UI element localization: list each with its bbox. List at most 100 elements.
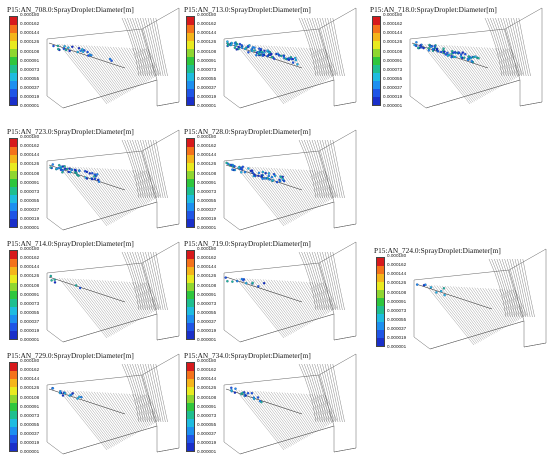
droplet-marker bbox=[74, 284, 78, 287]
colorbar-segment bbox=[187, 49, 194, 57]
droplet-marker bbox=[226, 279, 229, 283]
droplet-marker bbox=[266, 176, 269, 180]
colorbar-segment bbox=[373, 17, 380, 25]
colorbar-tick-label: 0.000126 bbox=[383, 39, 403, 45]
panel-title: P15:AN_718.0:SprayDroplet:Diameter[m] bbox=[370, 5, 497, 14]
chamber-geometry bbox=[223, 7, 357, 109]
droplet-marker bbox=[272, 172, 276, 176]
droplet-marker bbox=[246, 45, 250, 48]
colorbar-tick-label: 0.000108 bbox=[20, 48, 40, 54]
colorbar-ticks: 0.000180 0.000162 0.000144 0.000126 0.000108… bbox=[20, 358, 40, 455]
droplet-marker bbox=[264, 171, 267, 175]
droplet-marker bbox=[68, 49, 71, 53]
colorbar-tick-label: 0.000162 bbox=[197, 367, 217, 373]
droplet-marker bbox=[61, 171, 64, 174]
colorbar-segment bbox=[10, 147, 17, 155]
droplet-marker bbox=[277, 54, 281, 57]
colorbar bbox=[186, 362, 195, 452]
colorbar bbox=[186, 250, 195, 340]
droplet-marker bbox=[413, 43, 416, 47]
spray-panel: P15:AN_714.0:SprayDroplet:Diameter[m] 0.0… bbox=[7, 239, 187, 355]
droplet-marker bbox=[282, 179, 286, 183]
colorbar-segment bbox=[187, 25, 194, 33]
colorbar-tick-label: 0.000091 bbox=[20, 291, 40, 297]
colorbar-tick-label: 0.000108 bbox=[20, 170, 40, 176]
colorbar-segment bbox=[377, 274, 384, 282]
colorbar-segment bbox=[10, 427, 17, 435]
colorbar-tick-label: 0.000091 bbox=[197, 291, 217, 297]
colorbar-segment bbox=[10, 419, 17, 427]
droplet-marker bbox=[435, 291, 438, 294]
chamber-geometry bbox=[409, 7, 543, 109]
droplet-marker bbox=[417, 46, 420, 49]
droplet-marker bbox=[281, 177, 285, 181]
colorbar-tick-label: 0.000180 bbox=[197, 358, 217, 363]
droplet-marker bbox=[233, 41, 237, 45]
colorbar-tick-label: 0.000019 bbox=[20, 328, 40, 334]
droplet-marker bbox=[260, 50, 263, 53]
colorbar-tick-label: 0.000037 bbox=[197, 431, 217, 437]
droplet-marker bbox=[93, 177, 97, 181]
spray-panel: P15:AN_713.0:SprayDroplet:Diameter[m] 0.0… bbox=[184, 5, 364, 121]
droplet-marker bbox=[78, 169, 81, 173]
colorbar-tick-label: 0.000037 bbox=[197, 207, 217, 213]
colorbar-tick-label: 0.000108 bbox=[387, 289, 407, 295]
panel-title: P15:AN_728.0:SprayDroplet:Diameter[m] bbox=[184, 127, 311, 136]
droplet-marker bbox=[257, 171, 261, 175]
colorbar-segment bbox=[187, 331, 194, 339]
droplet-marker bbox=[88, 172, 92, 175]
droplet-marker bbox=[262, 281, 266, 285]
colorbar-segment bbox=[377, 282, 384, 290]
colorbar-tick-label: 0.000144 bbox=[383, 30, 403, 36]
droplet-marker bbox=[270, 55, 274, 59]
droplet-marker bbox=[427, 49, 431, 52]
droplet-marker bbox=[291, 61, 295, 64]
colorbar-tick-label: 0.000073 bbox=[383, 66, 403, 72]
colorbar-ticks: 0.000180 0.000162 0.000144 0.000126 0.000108… bbox=[387, 253, 407, 350]
droplet-cloud bbox=[413, 41, 480, 64]
droplet-marker bbox=[263, 177, 267, 180]
droplet-marker bbox=[87, 54, 90, 57]
colorbar-segment bbox=[187, 403, 194, 411]
colorbar-segment bbox=[373, 81, 380, 89]
colorbar-tick-label: 0.000037 bbox=[387, 326, 407, 332]
droplet-marker bbox=[429, 45, 433, 48]
droplet-marker bbox=[263, 51, 266, 54]
droplet-marker bbox=[67, 46, 70, 49]
droplet-marker bbox=[244, 281, 248, 285]
droplet-marker bbox=[273, 174, 277, 178]
colorbar-tick-label: 0.000019 bbox=[383, 94, 403, 100]
colorbar-segment bbox=[187, 387, 194, 395]
colorbar-tick-label: 0.000180 bbox=[387, 253, 407, 258]
droplet-marker bbox=[477, 56, 480, 60]
droplet-cloud bbox=[51, 386, 83, 400]
chamber-geometry bbox=[46, 129, 180, 231]
colorbar-tick-label: 0.000180 bbox=[20, 358, 40, 363]
droplet-marker bbox=[230, 388, 233, 392]
droplet-marker bbox=[439, 289, 443, 293]
droplet-marker bbox=[294, 56, 297, 60]
droplet-marker bbox=[68, 167, 71, 170]
chamber-geometry bbox=[46, 7, 180, 109]
colorbar-segment bbox=[187, 267, 194, 275]
droplet-marker bbox=[267, 51, 271, 54]
panel-title: P15:AN_723.0:SprayDroplet:Diameter[m] bbox=[7, 127, 134, 136]
droplet-marker bbox=[61, 169, 65, 172]
colorbar-tick-label: 0.000037 bbox=[20, 431, 40, 437]
colorbar-tick-label: 0.000019 bbox=[20, 440, 40, 446]
droplet-cloud bbox=[52, 44, 113, 62]
droplet-marker bbox=[64, 48, 68, 52]
droplet-cloud bbox=[49, 163, 101, 183]
colorbar bbox=[9, 138, 18, 228]
droplet-marker bbox=[446, 51, 449, 55]
colorbar-segment bbox=[187, 17, 194, 25]
droplet-marker bbox=[443, 293, 446, 297]
droplet-marker bbox=[57, 163, 61, 167]
colorbar-tick-label: 0.000037 bbox=[20, 207, 40, 213]
droplet-marker bbox=[63, 165, 66, 168]
droplet-marker bbox=[49, 166, 52, 169]
colorbar-segment bbox=[187, 251, 194, 259]
colorbar-segment bbox=[377, 290, 384, 298]
droplet-marker bbox=[250, 49, 254, 53]
colorbar-segment bbox=[10, 155, 17, 163]
